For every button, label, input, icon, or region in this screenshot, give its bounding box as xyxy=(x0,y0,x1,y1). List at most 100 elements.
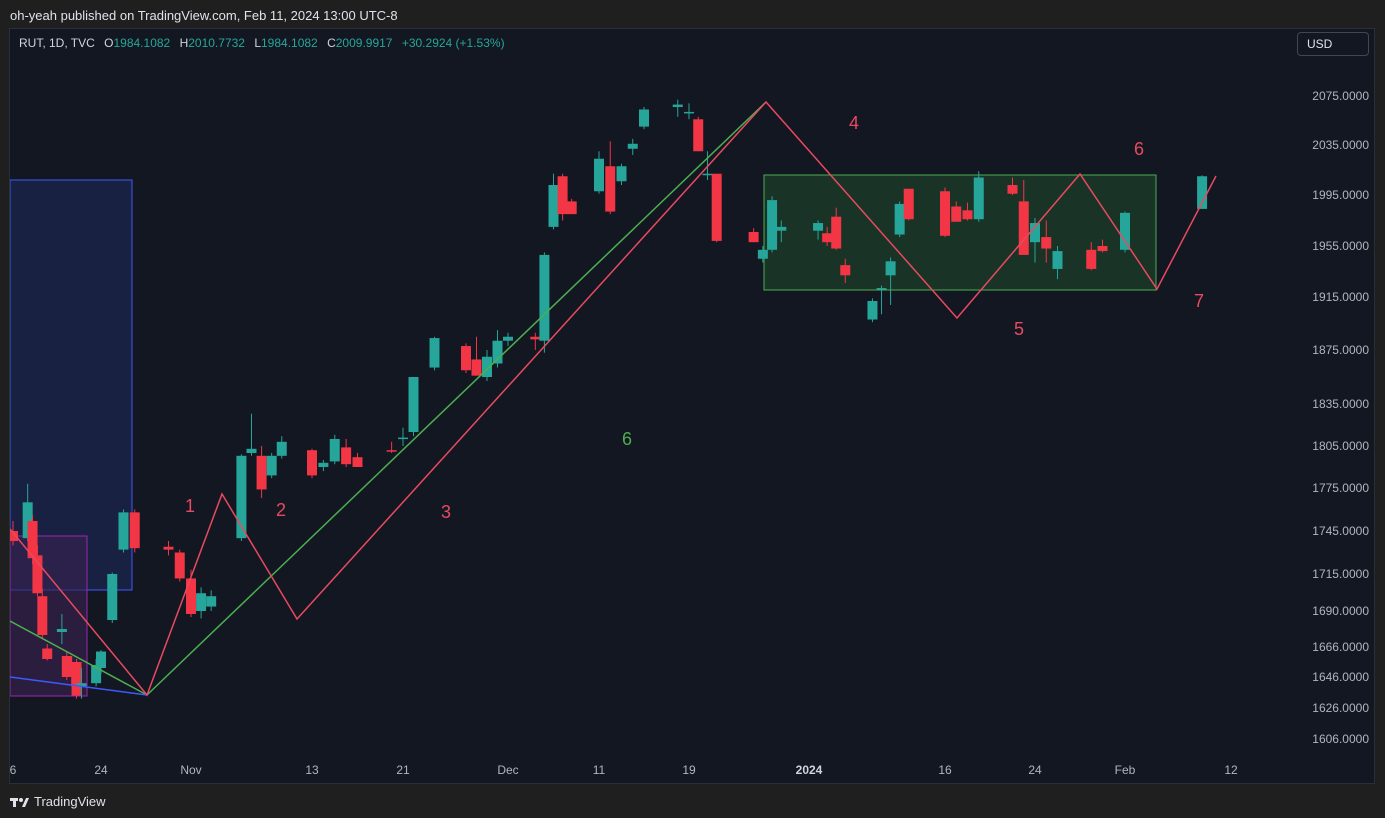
y-axis-tick: 1775.0000 xyxy=(1312,481,1369,495)
candle-body xyxy=(822,233,833,243)
candle-body xyxy=(940,191,950,236)
y-axis-tick: 1915.0000 xyxy=(1312,290,1369,304)
wave-label: 1 xyxy=(185,496,195,516)
green-channel-line xyxy=(146,101,767,696)
close-label: C xyxy=(327,36,336,50)
candle-body xyxy=(174,552,185,579)
y-axis-tick: 1715.0000 xyxy=(1312,567,1369,581)
ohlc-legend: RUT, 1D, TVC O1984.1082 H2010.7732 L1984… xyxy=(19,36,505,50)
wave-label: 5 xyxy=(1014,319,1024,339)
candle-body xyxy=(639,109,649,127)
x-axis-tick: 19 xyxy=(682,763,696,777)
candle-body xyxy=(1041,237,1052,249)
high-label: H xyxy=(179,36,189,50)
wave-label: 3 xyxy=(441,502,451,522)
candle-body xyxy=(71,662,82,696)
x-axis-tick: 12 xyxy=(1224,763,1238,777)
x-axis-tick: 21 xyxy=(396,763,410,777)
candle-body xyxy=(91,665,102,684)
y-axis-tick: 1690.0000 xyxy=(1312,604,1369,618)
candle-body xyxy=(266,455,277,476)
candle-body xyxy=(482,356,492,377)
symbol-label[interactable]: RUT, 1D, TVC xyxy=(19,36,95,50)
candle-body xyxy=(129,512,140,549)
brand-name: TradingView xyxy=(34,794,106,809)
candle-body xyxy=(693,119,704,152)
y-axis-tick: 1835.0000 xyxy=(1312,397,1369,411)
x-axis-tick: Dec xyxy=(497,763,518,777)
candle-body xyxy=(702,173,713,176)
wave-label: 2 xyxy=(276,500,286,520)
candle-body xyxy=(163,546,174,550)
candle-body xyxy=(386,450,397,452)
candle-body xyxy=(748,231,759,243)
candle-body xyxy=(118,512,129,550)
consolidation-box xyxy=(763,174,1157,291)
candle-body xyxy=(236,455,247,539)
price-chart[interactable]: 2075.00002035.00001995.00001955.00001915… xyxy=(10,29,1375,784)
candle-body xyxy=(32,555,43,594)
x-axis-tick: 16 xyxy=(938,763,952,777)
top-bar: oh-yeah published on TradingView.com, Fe… xyxy=(0,0,1385,28)
candle-body xyxy=(1030,223,1040,243)
candle-body xyxy=(885,261,896,276)
candle-body xyxy=(840,265,851,276)
candle-body xyxy=(548,185,559,227)
x-axis-tick: 11 xyxy=(593,763,606,777)
candle-body xyxy=(27,520,38,559)
y-axis-tick: 1626.0000 xyxy=(1312,701,1369,715)
y-axis-tick: 2075.0000 xyxy=(1312,89,1369,103)
candle-body xyxy=(61,656,72,677)
candle-body xyxy=(329,439,340,462)
candle-body xyxy=(186,578,196,614)
candle-body xyxy=(627,143,638,149)
y-axis-tick: 1805.0000 xyxy=(1312,439,1369,453)
wave-label: 6 xyxy=(622,429,632,449)
candle-body xyxy=(813,223,824,231)
y-axis-tick: 1745.0000 xyxy=(1312,524,1369,538)
change-value: +30.2924 (+1.53%) xyxy=(401,36,505,50)
candle-body xyxy=(37,596,48,635)
candle-body xyxy=(1018,201,1029,255)
chart-pane[interactable]: 2075.0000 2035.0000 1995.0000 1955.0000 1915… xyxy=(9,28,1375,784)
x-axis-tick: 6 xyxy=(10,763,17,777)
candle-body xyxy=(867,300,878,320)
candle-body xyxy=(876,288,887,290)
currency-button[interactable]: USD xyxy=(1297,32,1369,56)
footer: TradingView xyxy=(0,786,1385,818)
x-axis-tick: Nov xyxy=(180,763,201,777)
red-wave-path xyxy=(10,100,1217,697)
candle-body xyxy=(56,629,67,632)
candle-body xyxy=(503,336,513,341)
open-value: 1984.1082 xyxy=(113,36,171,50)
candle-body xyxy=(962,210,973,220)
candle-body xyxy=(1120,212,1130,250)
candle-body xyxy=(461,346,471,371)
candle-body xyxy=(594,158,604,192)
candle-body xyxy=(398,437,408,440)
candle-body xyxy=(1052,251,1063,269)
candle-body xyxy=(107,574,118,620)
tradingview-logo-icon xyxy=(10,796,30,808)
candle-body xyxy=(951,206,962,222)
candle-body xyxy=(973,177,984,220)
candle-body xyxy=(307,450,317,476)
high-value: 2010.7732 xyxy=(188,36,245,50)
x-axis-tick: 13 xyxy=(305,763,319,777)
y-axis-tick: 1955.0000 xyxy=(1312,239,1369,253)
candle-body xyxy=(605,166,616,212)
candle-body xyxy=(566,201,577,215)
candle-body xyxy=(352,457,363,467)
wave-label: 6 xyxy=(1134,139,1144,159)
tradingview-brand[interactable]: TradingView xyxy=(10,794,106,809)
open-label: O xyxy=(104,36,114,50)
x-axis-tick: 24 xyxy=(1028,763,1042,777)
candle-body xyxy=(42,648,53,659)
blue-trend-line xyxy=(10,676,148,696)
y-axis-tick: 1646.0000 xyxy=(1312,670,1369,684)
low-value: 1984.1082 xyxy=(261,36,318,50)
close-value: 2009.9917 xyxy=(335,36,393,50)
candle-body xyxy=(711,173,722,241)
candle-body xyxy=(256,455,267,490)
y-axis-tick: 1606.0000 xyxy=(1312,732,1369,746)
